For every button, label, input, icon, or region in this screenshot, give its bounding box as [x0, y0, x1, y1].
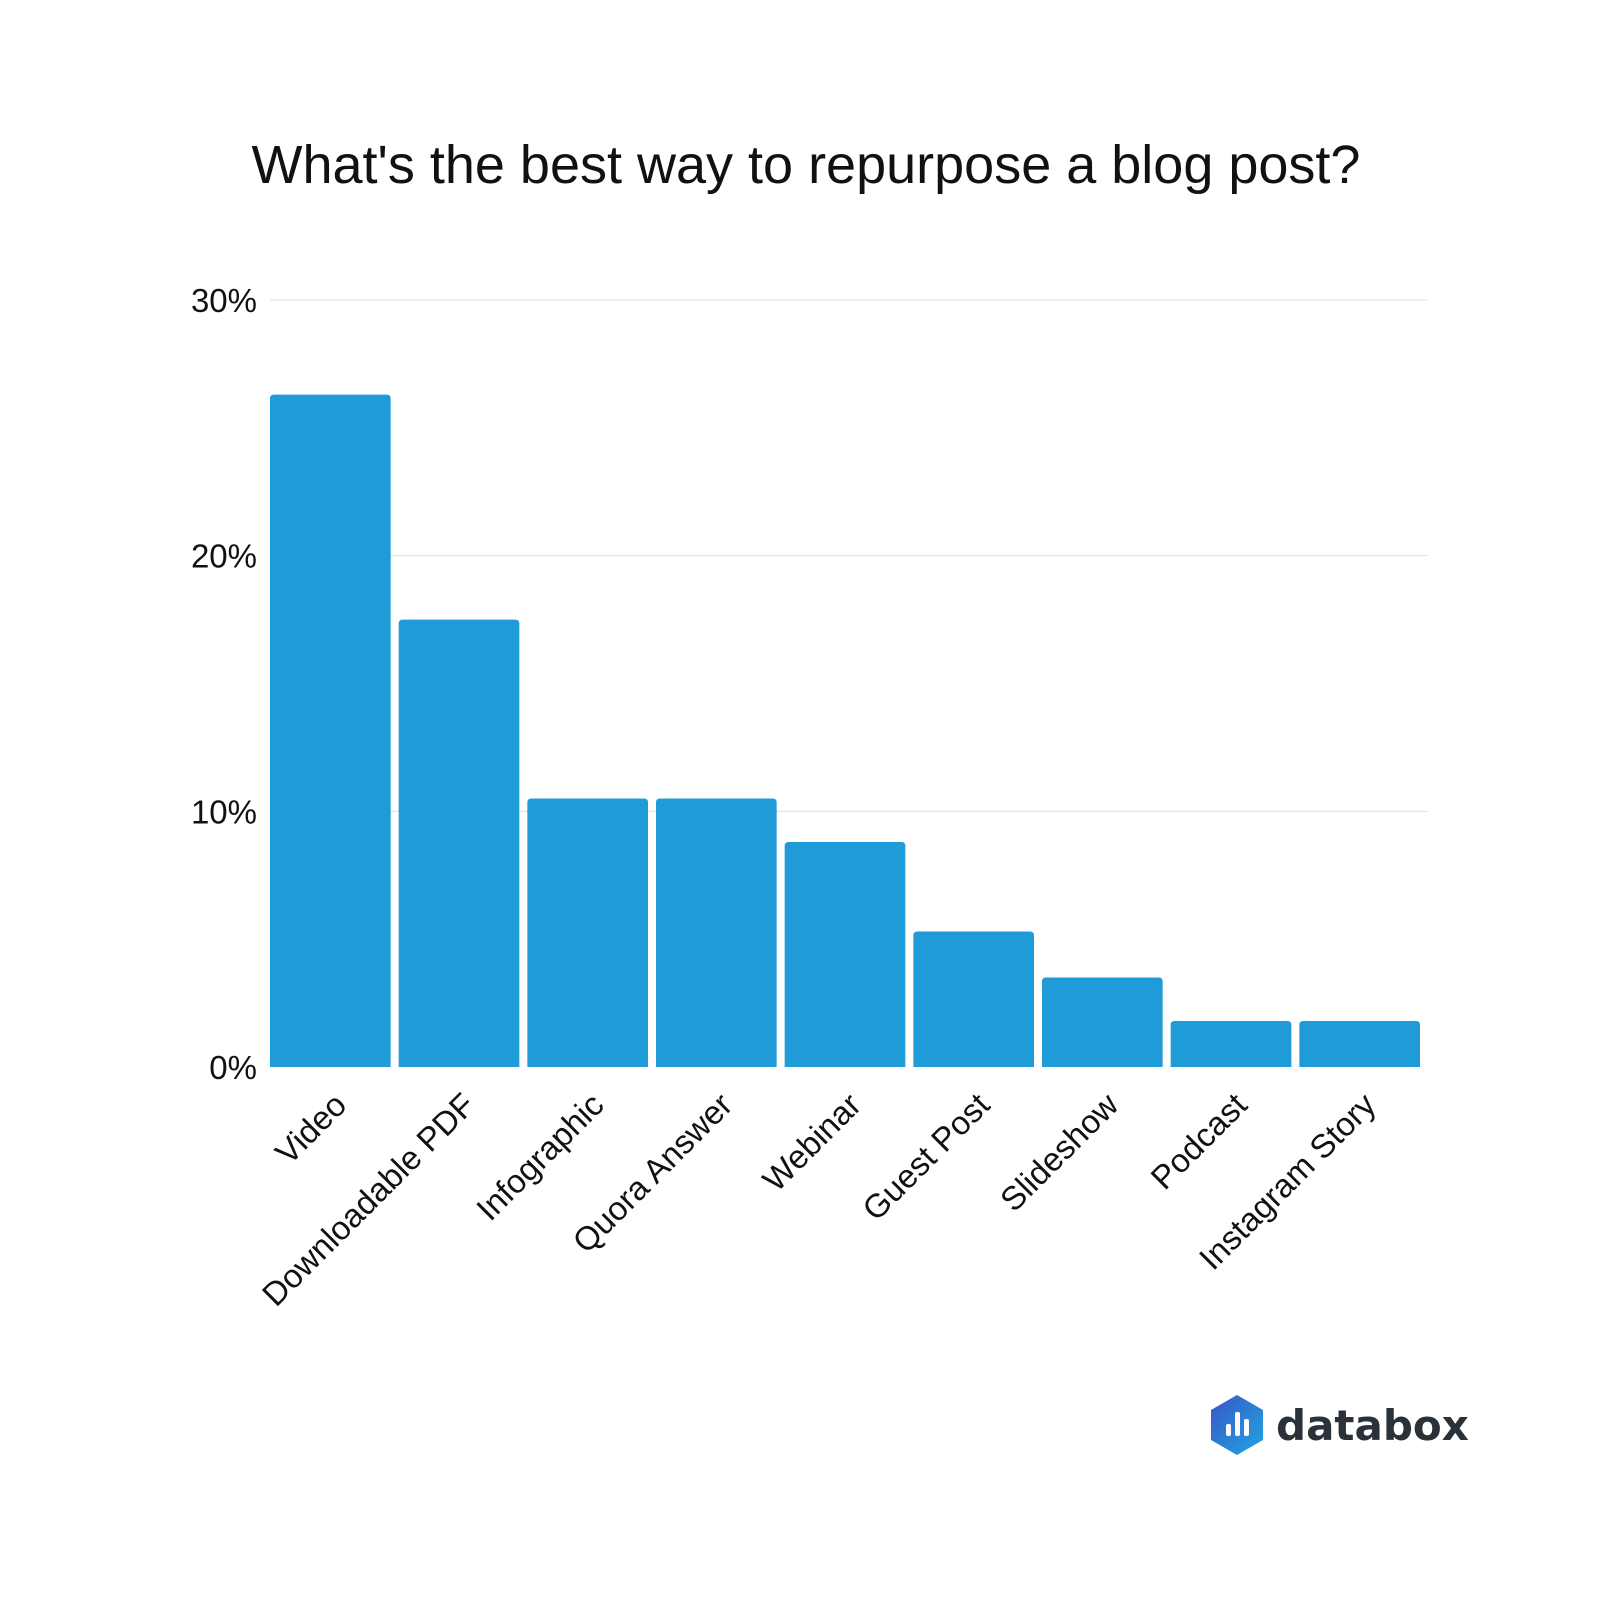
bar — [398, 619, 520, 1067]
bar — [1299, 1020, 1420, 1067]
x-tick-label: Podcast — [1143, 1086, 1253, 1196]
y-tick-label: 0% — [209, 1049, 257, 1086]
bar — [1170, 1020, 1292, 1067]
y-tick-label: 10% — [191, 793, 257, 830]
bars — [270, 394, 1420, 1067]
x-tick-label: Slideshow — [993, 1086, 1126, 1219]
logo-bar-2 — [1235, 1412, 1240, 1436]
bar — [270, 394, 391, 1067]
brand-name: databox — [1276, 1401, 1469, 1450]
logo-bar-3 — [1244, 1419, 1249, 1436]
y-tick-label: 20% — [191, 538, 257, 575]
x-tick-label: Downloadable PDF — [255, 1086, 482, 1313]
logo-bar-1 — [1226, 1424, 1231, 1436]
y-axis-tick-labels: 0% 10% 20% 30% — [191, 282, 257, 1086]
x-tick-label: Infographic — [469, 1086, 611, 1228]
chart-title: What's the best way to repurpose a blog … — [252, 135, 1361, 195]
bar — [784, 842, 906, 1067]
databox-logo — [1211, 1395, 1263, 1455]
x-tick-label: Guest Post — [855, 1086, 997, 1228]
bar — [527, 798, 648, 1067]
x-tick-label: Webinar — [755, 1086, 868, 1199]
x-tick-label: Video — [268, 1086, 353, 1171]
bar — [913, 931, 1034, 1067]
bar — [656, 798, 777, 1067]
y-tick-label: 30% — [191, 282, 257, 319]
bar — [1042, 977, 1163, 1067]
